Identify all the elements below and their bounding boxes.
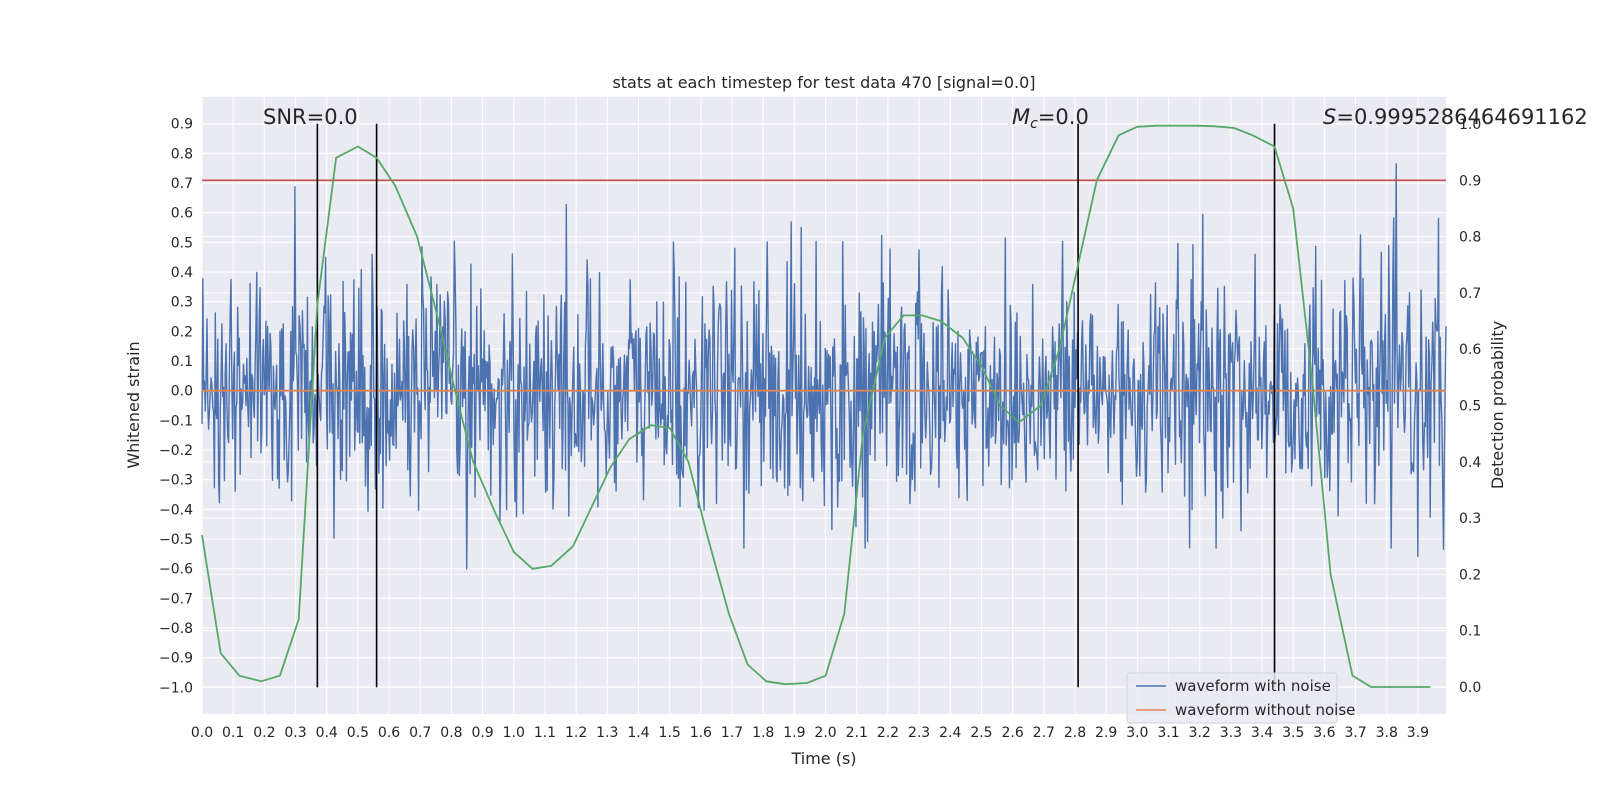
y2-tick-label: 0.6: [1459, 342, 1481, 358]
y-tick-label: 0.0: [171, 384, 193, 400]
y-tick-label: −0.6: [159, 562, 193, 578]
x-tick-label: 2.5: [970, 725, 992, 741]
y-tick-label: 0.7: [171, 176, 193, 192]
x-tick-label: 1.8: [752, 725, 774, 741]
x-axis-label: Time (s): [790, 749, 856, 768]
x-tick-label: 1.3: [596, 725, 618, 741]
x-tick-label: 2.0: [814, 725, 836, 741]
x-tick-label: 1.5: [659, 725, 681, 741]
y-axis-label: Whitened strain: [124, 341, 143, 468]
y2-tick-label: 0.8: [1459, 230, 1481, 246]
x-tick-label: 0.9: [471, 725, 493, 741]
y2-tick-label: 0.7: [1459, 286, 1481, 302]
legend: waveform with noise waveform without noi…: [1126, 672, 1355, 724]
x-tick-label: 2.6: [1001, 725, 1023, 741]
chirp-mass-symbol: M: [1012, 105, 1030, 129]
x-tick-label: 3.2: [1189, 725, 1211, 741]
y-tick-label: −0.4: [159, 502, 193, 518]
x-tick-label: 2.4: [939, 725, 961, 741]
x-tick-label: 3.0: [1126, 725, 1148, 741]
legend-label-clean: waveform without noise: [1175, 701, 1355, 719]
x-tick-label: 2.9: [1095, 725, 1117, 741]
x-tick-label: 3.9: [1407, 725, 1429, 741]
x-tick-label: 3.4: [1251, 725, 1273, 741]
y2-tick-label: 0.1: [1459, 624, 1481, 640]
score-value: =0.9995286464691162: [1336, 105, 1587, 129]
score-symbol: S: [1323, 105, 1336, 129]
y-tick-label: 0.2: [171, 324, 193, 340]
x-tick-label: 3.6: [1313, 725, 1335, 741]
score-annotation: S=0.9995286464691162: [1323, 105, 1588, 129]
probability-line: [201, 124, 1431, 688]
x-tick-label: 0.0: [191, 725, 213, 741]
x-tick-label: 3.1: [1157, 725, 1179, 741]
chart-title: stats at each timestep for test data 470…: [612, 73, 1035, 92]
x-tick-label: 1.2: [565, 725, 587, 741]
y-tick-label: −0.2: [159, 443, 193, 459]
series-detection-probability: [201, 124, 1431, 688]
y-tick-label: 0.4: [171, 265, 193, 281]
y-tick-label: 0.3: [171, 295, 193, 311]
y2-tick-label: 0.3: [1459, 511, 1481, 527]
x-tick-label: 1.7: [721, 725, 743, 741]
y2-tick-label: 0.4: [1459, 455, 1481, 471]
x-tick-label: 0.5: [347, 725, 369, 741]
x-tick-label: 2.7: [1033, 725, 1055, 741]
x-tick-label: 0.2: [253, 725, 275, 741]
x-tick-label: 2.3: [908, 725, 930, 741]
chirp-mass-subscript: c: [1030, 116, 1038, 132]
series-waveform-with-noise: [201, 163, 1447, 570]
y-tick-label: −0.7: [159, 591, 193, 607]
x-tick-label: 1.0: [503, 725, 525, 741]
y-tick-label: 0.8: [171, 146, 193, 162]
x-tick-label: 3.5: [1282, 725, 1304, 741]
y-tick-label: 0.9: [171, 117, 193, 133]
chirp-mass-value: =0.0: [1038, 105, 1089, 129]
y-tick-label: 0.1: [171, 354, 193, 370]
snr-annotation: SNR=0.0: [263, 105, 358, 129]
x-tick-label: 1.6: [690, 725, 712, 741]
plot-area: [201, 97, 1447, 714]
noise-waveform-line: [201, 163, 1447, 570]
y-tick-label: 0.6: [171, 206, 193, 222]
chirp-mass-annotation: Mc=0.0: [1012, 105, 1089, 132]
x-tick-label: 0.4: [316, 725, 338, 741]
y2-tick-labels: 0.0 0.1 0.2 0.3 0.4 0.5 0.6 0.7 0.8 0.9 1.0: [1459, 117, 1481, 696]
y2-tick-label: 0.0: [1459, 680, 1481, 696]
y-tick-label: −0.8: [159, 621, 193, 637]
x-tick-label: 0.1: [222, 725, 244, 741]
x-tick-label: 0.7: [409, 725, 431, 741]
y2-axis-label: Detection probability: [1488, 321, 1507, 489]
y-tick-label: −0.1: [159, 413, 193, 429]
legend-box: [1126, 672, 1338, 724]
x-tick-label: 2.2: [877, 725, 899, 741]
legend-label-noise: waveform with noise: [1175, 677, 1331, 695]
x-tick-label: 3.7: [1344, 725, 1366, 741]
y-tick-label: 0.5: [171, 235, 193, 251]
x-tick-label: 0.8: [440, 725, 462, 741]
x-tick-label: 0.6: [378, 725, 400, 741]
x-tick-label: 1.9: [783, 725, 805, 741]
x-tick-label: 3.8: [1376, 725, 1398, 741]
vertical-markers: [316, 123, 1276, 688]
y-tick-label: −0.5: [159, 532, 193, 548]
x-tick-label: 1.4: [627, 725, 649, 741]
x-tick-label: 3.3: [1220, 725, 1242, 741]
y2-tick-label: 0.9: [1459, 173, 1481, 189]
x-tick-label: 1.1: [534, 725, 556, 741]
y-tick-labels: −1.0 −0.9 −0.8 −0.7 −0.6 −0.5 −0.4 −0.3 −0.2 −0.1…: [159, 117, 193, 697]
x-tick-label: 2.8: [1064, 725, 1086, 741]
y2-tick-label: 1.0: [1459, 117, 1481, 133]
x-tick-label: 2.1: [846, 725, 868, 741]
y-tick-label: −0.3: [159, 473, 193, 489]
y-tick-label: −0.9: [159, 651, 193, 667]
x-tick-labels: 0.0 0.1 0.2 0.3 0.4 0.5 0.6 0.7 0.8 0.9 1.0 1.1 1.2 1…: [191, 725, 1429, 741]
y2-tick-label: 0.2: [1459, 567, 1481, 583]
y2-tick-label: 0.5: [1459, 399, 1481, 415]
x-tick-label: 0.3: [284, 725, 306, 741]
y-tick-label: −1.0: [159, 680, 193, 696]
